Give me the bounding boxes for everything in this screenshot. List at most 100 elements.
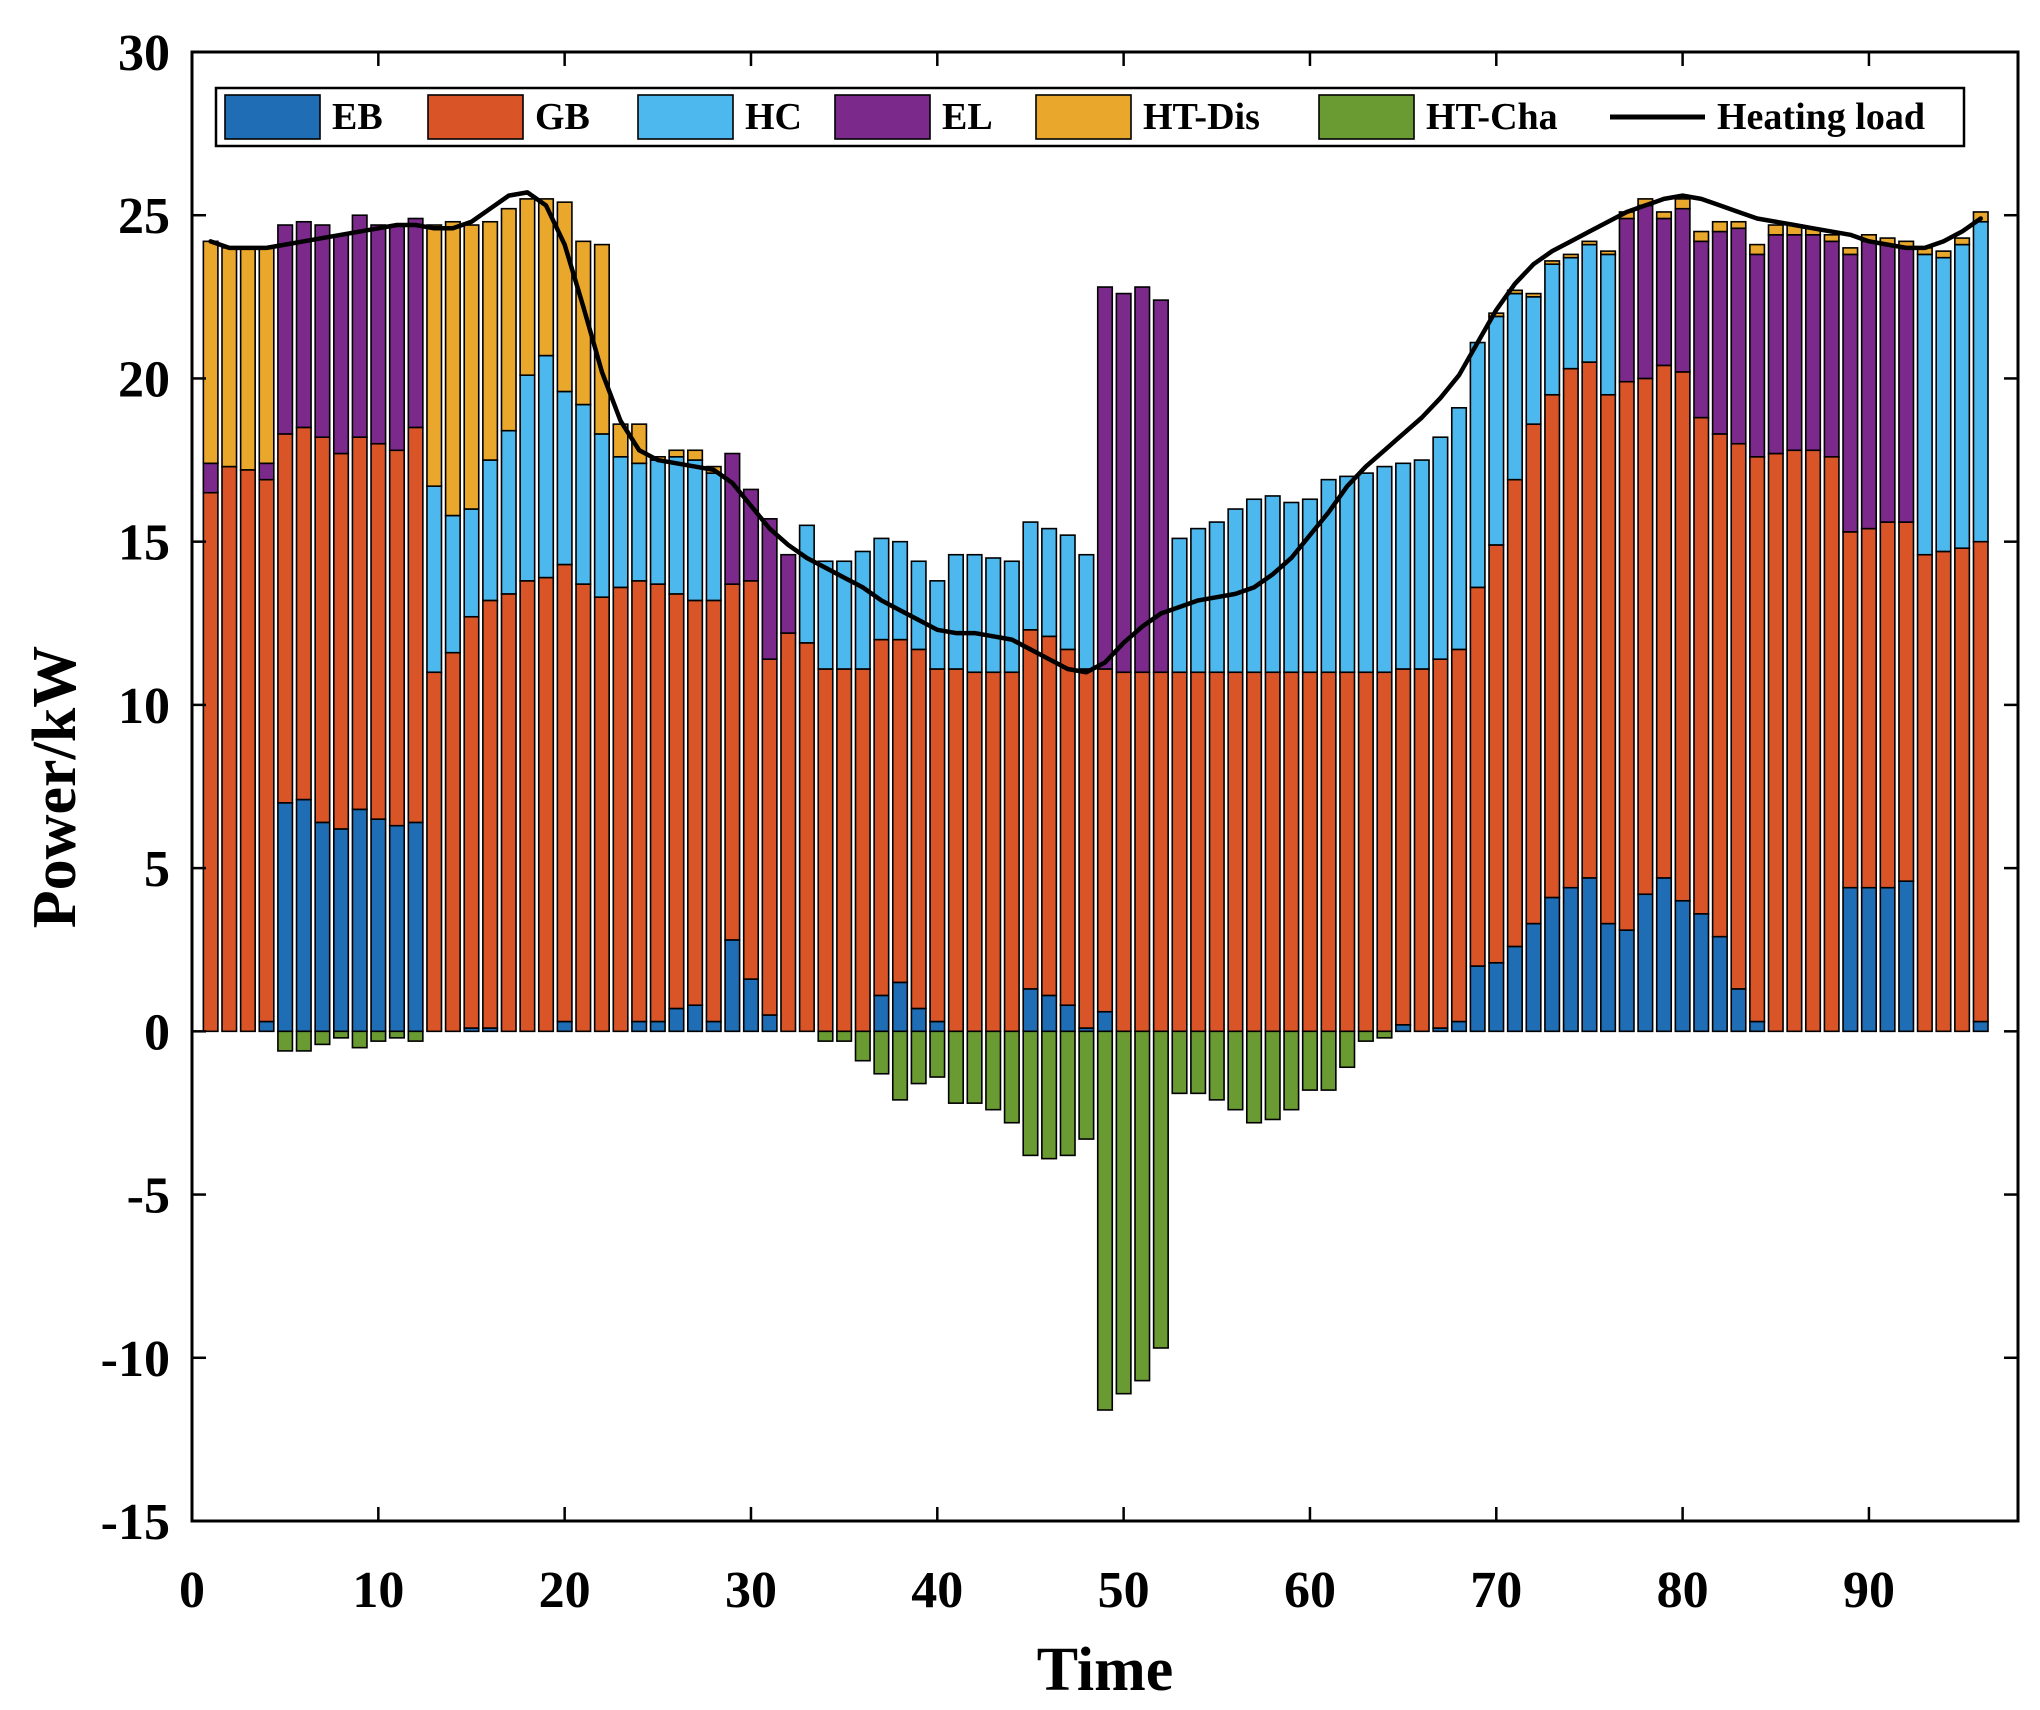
bar-gb-t48	[1078, 668, 1095, 1029]
bar-el-t4	[258, 462, 275, 481]
bar-gb-t50	[1115, 671, 1132, 1033]
x-tick-label: 50	[1098, 1562, 1150, 1619]
bar-gb-t73	[1544, 393, 1561, 899]
bar-ht-dis-t18	[519, 198, 536, 376]
x-tick-label: 10	[352, 1562, 404, 1619]
bar-el-t31	[761, 518, 778, 660]
bar-gb-t93	[1916, 553, 1933, 1033]
bar-eb-t39	[910, 1007, 927, 1033]
bar-gb-t36	[854, 668, 871, 1033]
bar-eb-t83	[1730, 988, 1747, 1033]
bar-eb-t31	[761, 1014, 778, 1033]
bar-hc-t18	[519, 374, 536, 582]
bar-hc-t58	[1264, 495, 1281, 674]
bar-ht-dis-t27	[687, 449, 704, 461]
legend-swatch-el	[834, 94, 931, 140]
bar-ht-dis-t83	[1730, 220, 1747, 230]
bar-gb-t26	[668, 593, 685, 1010]
bar-el-t12	[407, 217, 424, 429]
bar-gb-t4	[258, 478, 275, 1023]
bar-eb-t82	[1711, 935, 1728, 1033]
bar-el-t29	[724, 452, 741, 585]
bar-ht-dis-t16	[482, 220, 499, 461]
bar-hc-t24	[631, 462, 648, 582]
line-heating-load	[208, 190, 1983, 675]
legend-swatch-ht-cha	[1318, 94, 1415, 140]
bar-gb-t43	[985, 671, 1002, 1033]
legend-item-heating-load: Heating load	[1610, 96, 1925, 138]
bar-ht-cha-t64	[1376, 1030, 1393, 1039]
bar-gb-t72	[1525, 423, 1542, 925]
bar-hc-t28	[705, 472, 722, 602]
x-tick-label: 40	[911, 1562, 963, 1619]
bar-gb-t90	[1860, 527, 1878, 889]
bar-gb-t25	[649, 583, 666, 1023]
bar-ht-cha-t35	[836, 1030, 853, 1042]
x-tick-label: 30	[725, 1562, 777, 1619]
bar-el-t89	[1842, 253, 1859, 533]
bar-hc-t62	[1339, 475, 1356, 674]
bar-gb-t86	[1786, 449, 1803, 1033]
bar-gb-t81	[1693, 416, 1710, 915]
bar-hc-t20	[556, 390, 573, 566]
bar-el-t52	[1152, 299, 1169, 674]
bar-hc-t73	[1544, 263, 1561, 396]
bar-eb-t91	[1879, 886, 1896, 1033]
bar-gb-t22	[593, 596, 610, 1033]
bar-gb-t94	[1935, 550, 1952, 1033]
bar-gb-t79	[1655, 364, 1673, 879]
bar-ht-cha-t12	[407, 1030, 424, 1042]
bar-gb-t19	[537, 576, 555, 1033]
legend-label-hc: HC	[745, 96, 802, 138]
bar-ht-dis-t15	[463, 224, 480, 510]
bar-el-t84	[1749, 253, 1766, 458]
bar-gb-t44	[1003, 671, 1020, 1033]
bar-el-t83	[1730, 227, 1747, 445]
bar-el-t51	[1134, 286, 1151, 674]
legend-label-el: EL	[942, 96, 993, 138]
plot-frame	[190, 50, 2020, 1523]
y-tick-label: 15	[118, 515, 170, 572]
legend-label-eb: EB	[332, 96, 383, 138]
bar-hc-t35	[836, 560, 853, 670]
bar-hc-t74	[1562, 256, 1579, 370]
legend-item-gb: GB	[427, 94, 590, 140]
bar-ht-dis-t74	[1562, 253, 1579, 259]
bar-eb-t38	[891, 981, 909, 1033]
bar-el-t11	[388, 224, 406, 452]
bar-ht-cha-t62	[1339, 1030, 1356, 1069]
bar-gb-t83	[1730, 442, 1747, 990]
legend-swatch-eb	[224, 94, 321, 140]
bar-ht-dis-t4	[258, 247, 275, 465]
bar-ht-cha-t56	[1227, 1030, 1244, 1111]
bar-gb-t28	[705, 599, 722, 1023]
bar-gb-t51	[1134, 671, 1151, 1033]
bar-ht-dis-t95	[1954, 237, 1971, 246]
bar-el-t32	[780, 553, 797, 634]
bar-gb-t8	[332, 452, 350, 830]
bar-gb-t13	[426, 671, 443, 1033]
y-tick-label: 0	[144, 1004, 170, 1061]
bar-gb-t32	[780, 632, 797, 1033]
bar-hc-t61	[1320, 478, 1337, 674]
bar-eb-t49	[1096, 1010, 1114, 1033]
bar-eb-t71	[1506, 945, 1523, 1033]
bar-hc-t43	[985, 557, 1002, 674]
bar-gb-t9	[351, 436, 368, 811]
bar-hc-t66	[1413, 459, 1430, 670]
bar-hc-t64	[1376, 465, 1393, 674]
bar-ht-dis-t94	[1935, 250, 1952, 259]
bar-gb-t17	[500, 593, 517, 1033]
bar-gb-t45	[1022, 629, 1039, 990]
bar-eb-t74	[1562, 886, 1579, 1033]
bar-ht-cha-t43	[985, 1030, 1002, 1111]
bar-ht-dis-t21	[575, 240, 592, 406]
bar-ht-cha-t45	[1022, 1030, 1039, 1157]
bar-gb-t33	[798, 642, 815, 1033]
bar-el-t82	[1711, 230, 1728, 435]
bar-hc-t59	[1283, 501, 1300, 674]
bar-ht-dis-t81	[1693, 230, 1710, 243]
bar-ht-cha-t50	[1115, 1030, 1132, 1395]
bar-hc-t95	[1954, 243, 1971, 549]
bar-eb-t6	[295, 798, 312, 1033]
